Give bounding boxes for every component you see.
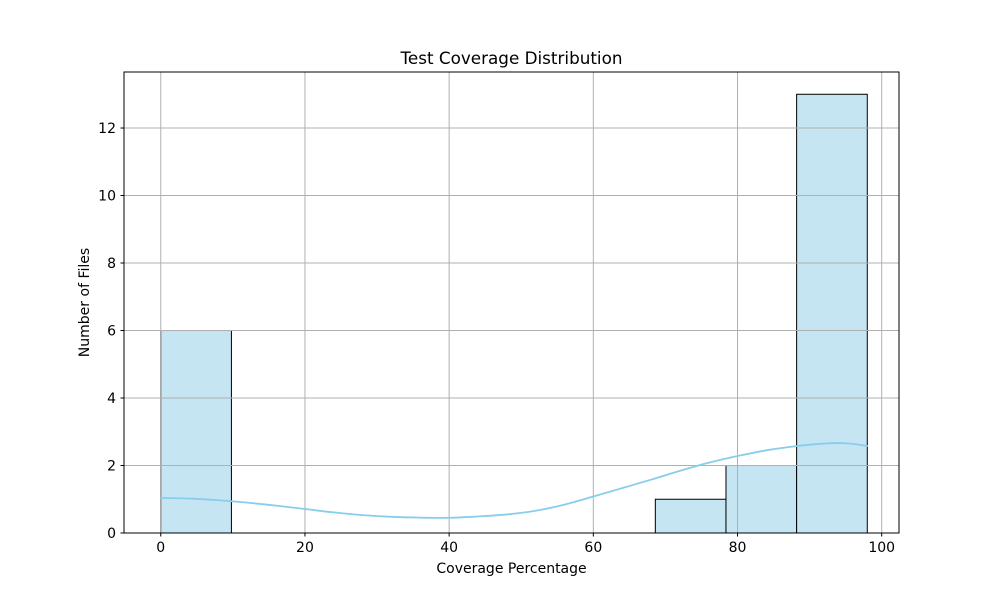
y-tick-label: 8 (107, 256, 116, 272)
x-tick-label: 80 (729, 540, 747, 556)
kde-curve (159, 442, 869, 519)
y-tick-label: 6 (107, 324, 116, 340)
x-tick-label: 40 (440, 540, 458, 556)
kde-layer (159, 442, 869, 519)
y-axis-label: Number of Files (77, 248, 93, 357)
histogram-bar (796, 93, 868, 534)
histogram-bar (654, 498, 727, 534)
x-tick-label: 0 (156, 540, 165, 556)
histogram-bar (725, 465, 798, 534)
plot-border (123, 71, 900, 534)
x-axis-label: Coverage Percentage (436, 561, 586, 577)
chart-title: Test Coverage Distribution (399, 48, 622, 68)
x-tick-label: 100 (868, 540, 895, 556)
x-tick-label: 60 (584, 540, 602, 556)
y-tick-label: 12 (98, 121, 116, 137)
y-tick-label: 10 (98, 189, 116, 205)
grid-layer (124, 72, 899, 534)
y-tick-label: 0 (107, 526, 116, 542)
y-tick-label: 2 (107, 459, 116, 475)
x-tick-label: 20 (296, 540, 314, 556)
histogram-bar (160, 330, 232, 534)
bars-layer (160, 93, 868, 534)
y-tick-label: 4 (107, 391, 116, 407)
axes-layer: 0 20 40 60 80 100 0 2 4 6 8 10 12 (98, 71, 900, 556)
